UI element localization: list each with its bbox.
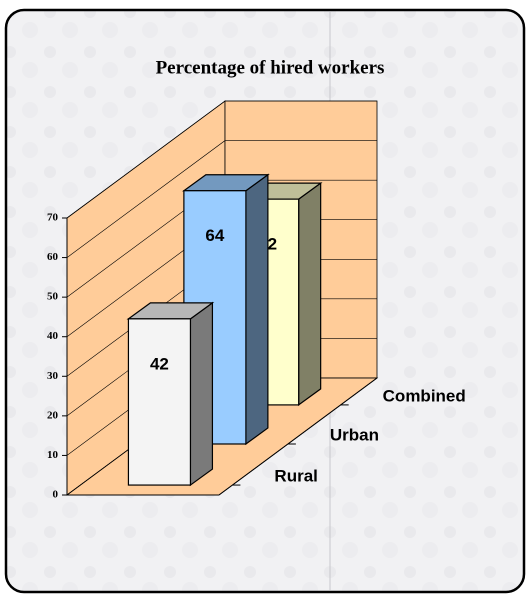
bar bbox=[127, 318, 192, 486]
y-tick-label: 30 bbox=[47, 370, 59, 382]
y-tick-label: 70 bbox=[47, 212, 59, 224]
grid-line bbox=[66, 100, 377, 219]
plot: 01020304050607052Combined64Urban42Rural bbox=[47, 100, 466, 501]
y-tick-label: 40 bbox=[47, 330, 59, 342]
category-label: Urban bbox=[330, 425, 379, 444]
y-tick-label: 0 bbox=[53, 489, 59, 501]
value-label: 64 bbox=[205, 226, 224, 245]
value-label: 42 bbox=[150, 354, 169, 373]
category-label: Rural bbox=[274, 467, 317, 486]
grid-line bbox=[66, 140, 377, 258]
y-tick-label: 20 bbox=[47, 409, 59, 421]
y-tick-label: 10 bbox=[47, 449, 59, 461]
bar-side bbox=[245, 173, 269, 446]
y-tick-label: 50 bbox=[47, 291, 59, 303]
bar-side bbox=[189, 301, 214, 487]
category-label: Combined bbox=[383, 386, 466, 405]
bar-side bbox=[298, 181, 322, 407]
y-tick-label: 60 bbox=[47, 251, 59, 263]
chart-title: Percentage of hired workers bbox=[156, 57, 385, 78]
depth-axis bbox=[218, 377, 378, 496]
